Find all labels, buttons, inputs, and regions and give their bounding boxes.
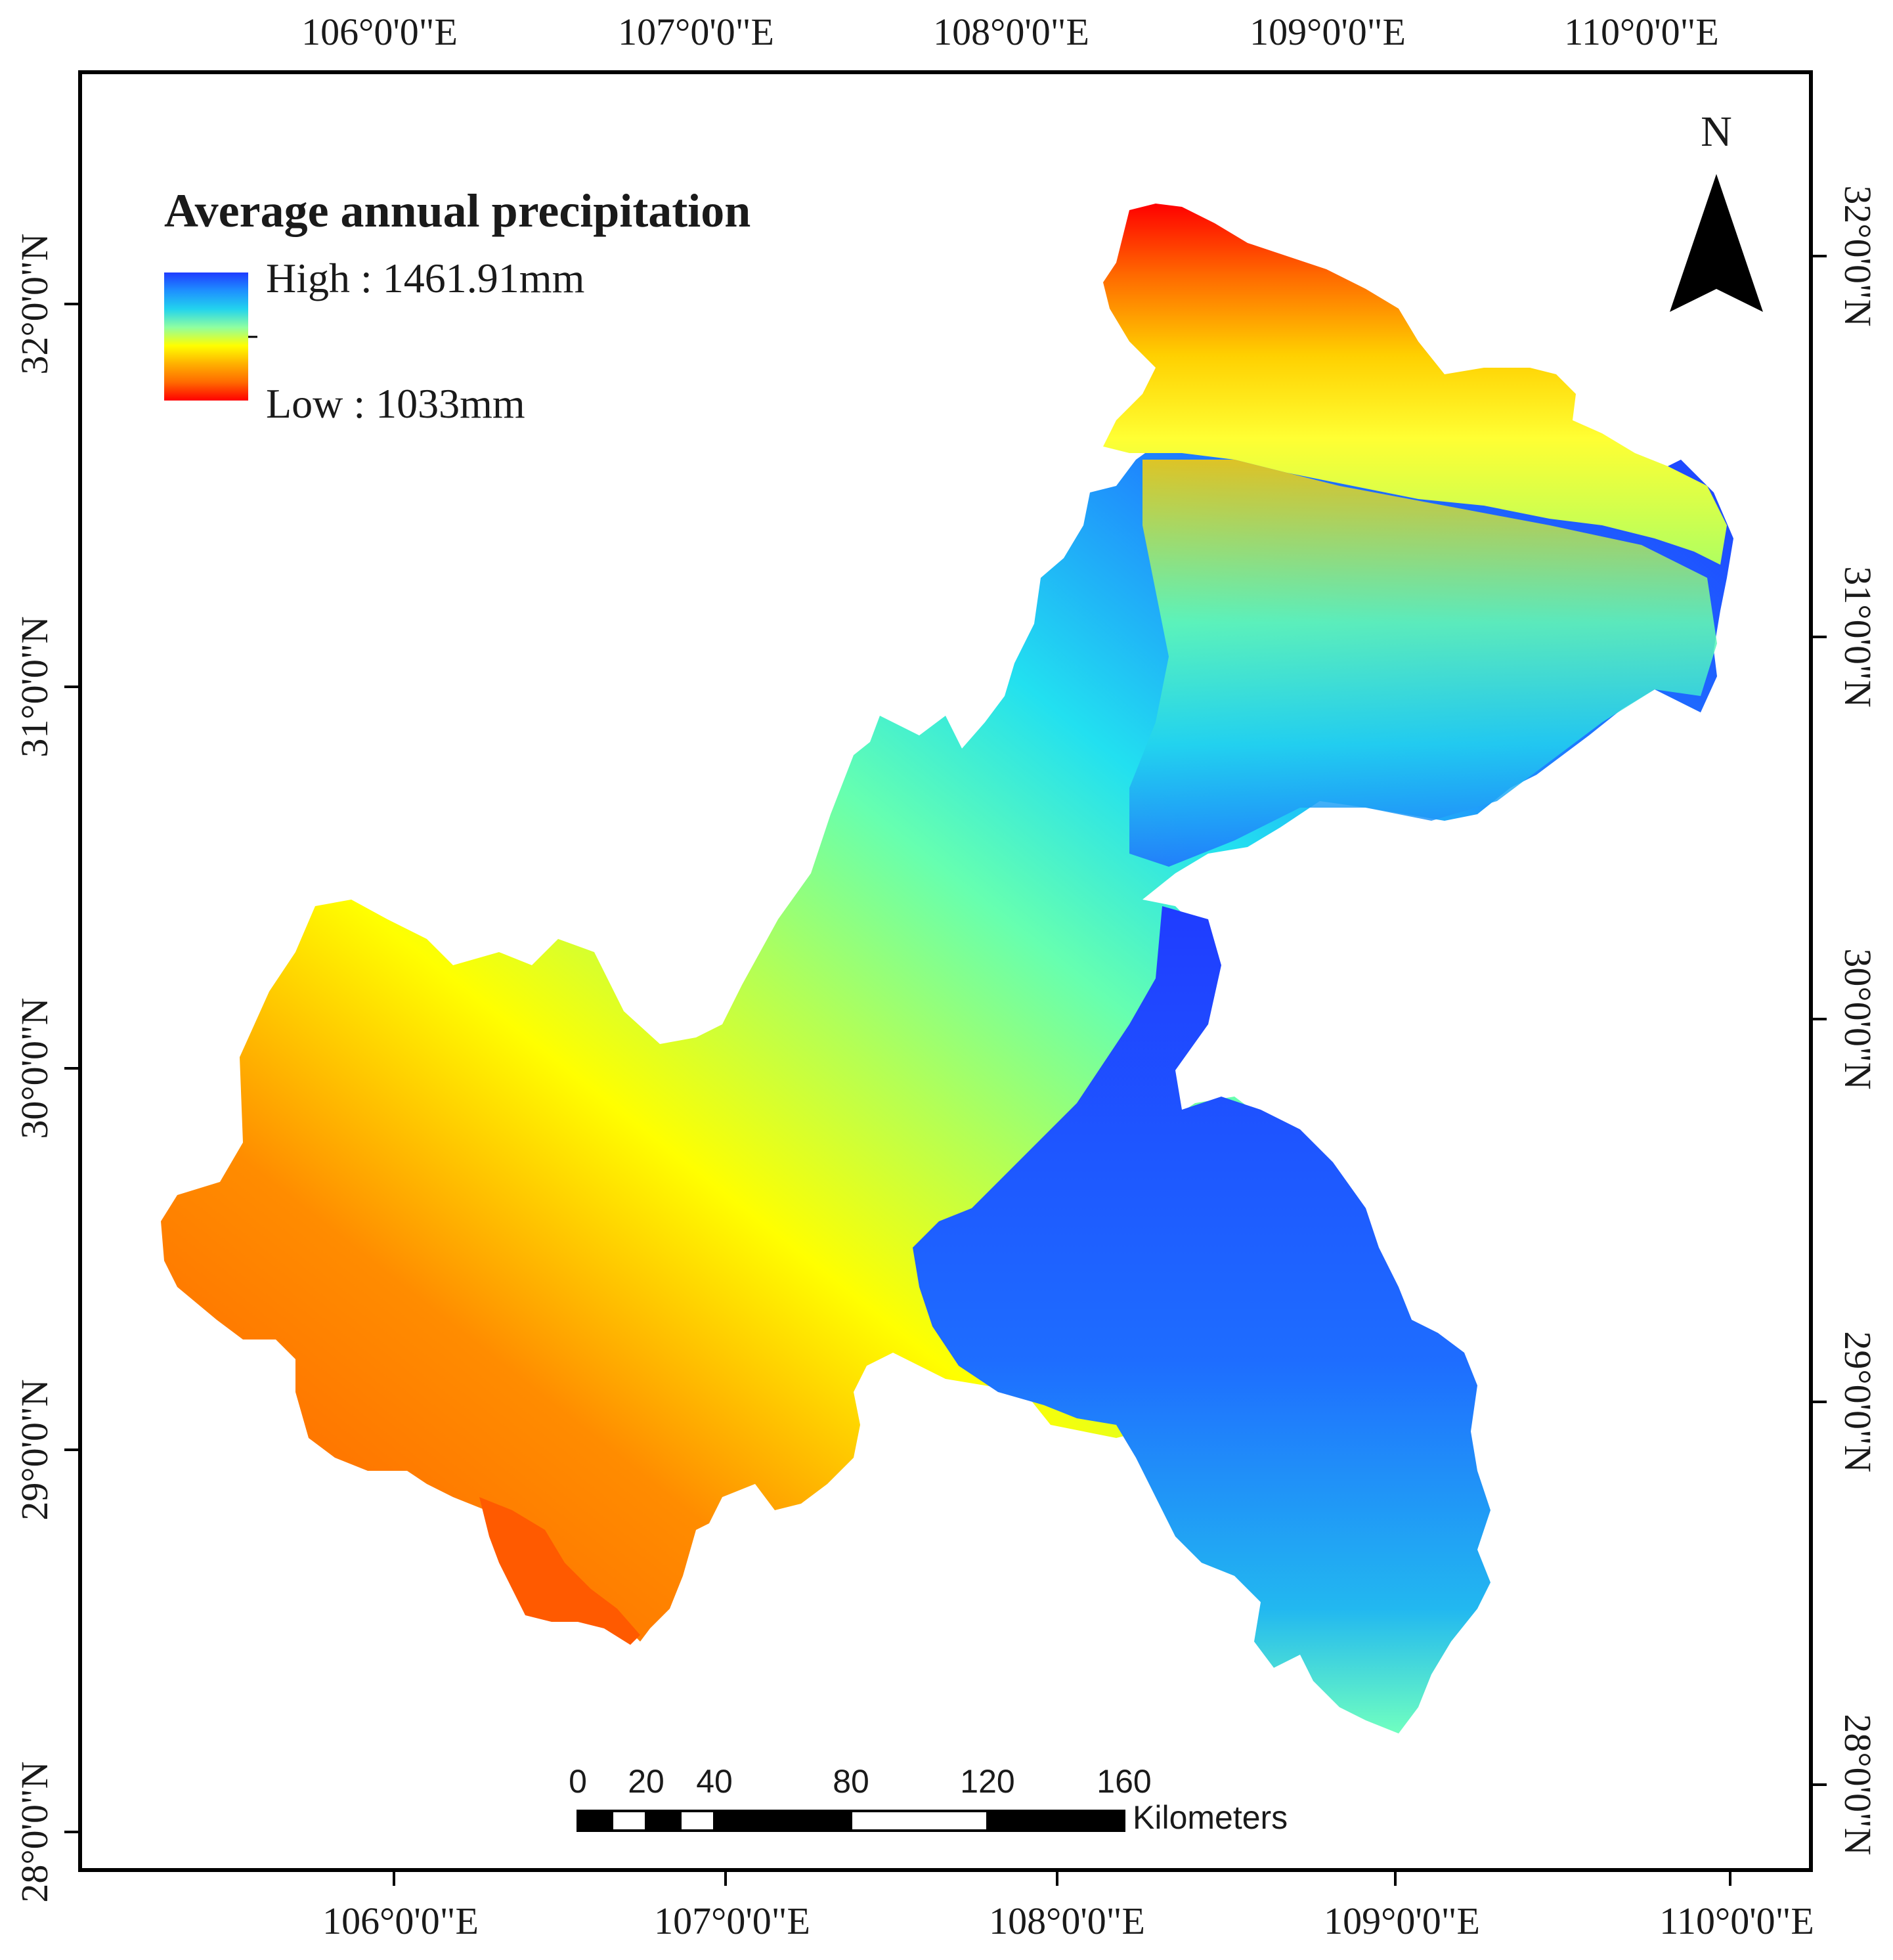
right-latitude-label: 30°0'0"N [1837, 948, 1879, 1089]
scale-tick-label: 20 [628, 1763, 664, 1800]
right-latitude-label: 32°0'0"N [1837, 185, 1879, 326]
precipitation-raster [161, 204, 1733, 1733]
top-longitude-label: 110°0'0"E [1564, 11, 1719, 53]
right-latitude-label: 28°0'0"N [1837, 1714, 1879, 1855]
north-arrow: N [1670, 108, 1763, 312]
scale-tick-label: 80 [833, 1763, 869, 1800]
left-latitude-label: 28°0'0"N [13, 1761, 56, 1902]
scale-tick-label: 160 [1097, 1763, 1151, 1800]
map-frame [78, 70, 1813, 1872]
top-longitude-label: 107°0'0"E [618, 11, 774, 53]
bottom-longitude-label: 108°0'0"E [989, 1900, 1145, 1942]
region-east-valley [1129, 460, 1717, 867]
scale-tick-label: 0 [569, 1763, 587, 1800]
bottom-longitude-label: 106°0'0"E [322, 1900, 479, 1942]
north-arrow-label: N [1701, 108, 1732, 156]
bottom-longitude-label: 107°0'0"E [654, 1900, 810, 1942]
graticule-ticks [64, 255, 1827, 1886]
region-northeast [1103, 204, 1727, 565]
top-longitude-label: 109°0'0"E [1250, 11, 1406, 53]
left-latitude-label: 31°0'0"N [13, 616, 56, 757]
scale-tick-label: 40 [696, 1763, 733, 1800]
legend: Average annual precipitation High : 1461… [164, 185, 751, 427]
bottom-longitude-label: 109°0'0"E [1324, 1900, 1480, 1942]
top-longitude-label: 108°0'0"E [933, 11, 1089, 53]
top-longitude-label: 106°0'0"E [301, 11, 458, 53]
legend-color-ramp [164, 272, 248, 401]
scale-tick-label: 120 [960, 1763, 1014, 1800]
region-southeast [913, 906, 1490, 1733]
left-latitude-label: 30°0'0"N [13, 997, 56, 1139]
left-latitude-label: 29°0'0"N [13, 1379, 56, 1520]
right-latitude-label: 29°0'0"N [1837, 1331, 1879, 1472]
legend-title: Average annual precipitation [164, 185, 751, 237]
north-arrow-icon [1670, 174, 1763, 312]
region-south-lobe [479, 1497, 640, 1645]
scale-bar: 0 20 40 80 120 160 Kilometers [569, 1763, 1288, 1836]
right-latitude-label: 31°0'0"N [1837, 566, 1879, 707]
legend-high-label: High : 1461.91mm [266, 255, 584, 301]
scale-bar-segments [577, 1810, 1125, 1832]
scale-unit-label: Kilometers [1133, 1799, 1288, 1836]
left-latitude-label: 32°0'0"N [13, 233, 56, 374]
bottom-longitude-label: 110°0'0"E [1659, 1900, 1814, 1942]
legend-low-label: Low : 1033mm [266, 380, 525, 427]
